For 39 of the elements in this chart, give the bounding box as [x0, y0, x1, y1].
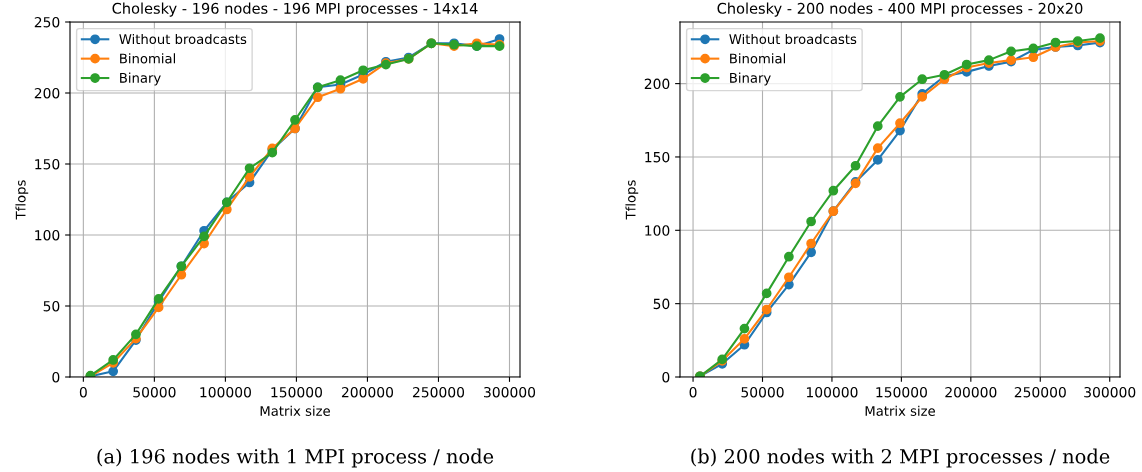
legend-label: Binary [730, 72, 771, 86]
legend-label: Binomial [120, 53, 176, 64]
x-axis-title: Matrix size [260, 405, 330, 416]
y-axis-title: Tflops [15, 180, 29, 220]
x-tick-label: 150000 [271, 386, 323, 398]
y-tick-label: 100 [645, 225, 670, 236]
y-tick-label: 100 [35, 229, 60, 241]
x-tick-label: 300000 [484, 386, 536, 398]
y-tick-label: 50 [43, 300, 60, 312]
legend-label: Binomial [730, 53, 786, 64]
x-tick-label: 100000 [806, 386, 858, 398]
y-tick-label: 50 [653, 298, 670, 310]
legend-label: Without broadcasts [729, 33, 857, 45]
chart-title: Cholesky - 196 nodes - 196 MPI processes - 14x14 [112, 2, 478, 17]
chart-title: Cholesky - 200 nodes - 400 MPI processes - 20x20 [717, 2, 1083, 17]
x-tick-label: 150000 [876, 386, 927, 398]
legend-label: Binary [120, 72, 161, 86]
x-tick-label: 100000 [200, 386, 251, 398]
y-tick-label: 150 [35, 158, 60, 170]
y-tick-label: 200 [644, 78, 670, 90]
y-tick-label: 150 [645, 151, 670, 163]
text: (a) 196 nodes with 1 MPI process / node [97, 448, 494, 468]
x-tick-label: 250000 [412, 386, 465, 398]
y-tick-label: 250 [34, 16, 60, 28]
y-axis-title: Tflops [625, 180, 639, 220]
y-tick-label: 0 [52, 371, 60, 383]
x-tick-label: 250000 [1014, 386, 1066, 398]
x-tick-label: 50000 [741, 386, 784, 398]
x-axis-title: Matrix size [865, 405, 935, 416]
y-tick-label: 0 [662, 371, 670, 383]
text: (b) 200 nodes with 2 MPI processes / node [691, 448, 1110, 468]
x-tick-label: 200000 [341, 386, 394, 398]
x-tick-label: 50000 [133, 386, 176, 398]
legend-label: Without broadcasts [119, 33, 247, 45]
x-tick-label: 200000 [945, 386, 997, 398]
x-tick-label: 0 [689, 386, 697, 398]
y-tick-label: 200 [34, 87, 60, 99]
x-tick-label: 300000 [1084, 386, 1136, 398]
x-tick-label: 0 [79, 386, 87, 398]
